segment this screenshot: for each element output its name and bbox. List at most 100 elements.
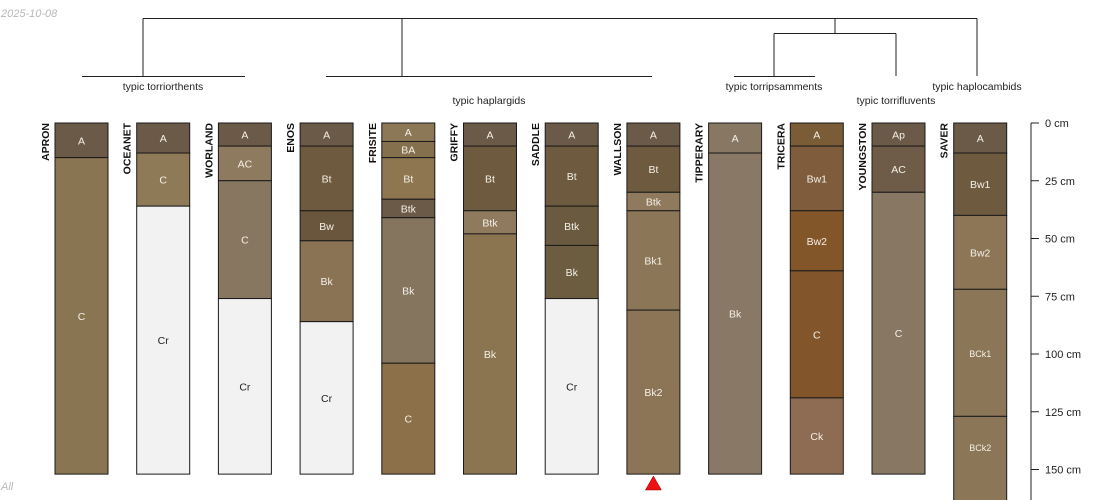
horizon-worland-c	[217, 180, 272, 300]
horizon-frisite-bt	[381, 157, 436, 200]
horizon-label: Bw2	[970, 247, 991, 259]
profile-griffy: A Bt Btk Bk GRIFFY	[449, 122, 517, 475]
horizon-label: Bk	[484, 349, 497, 361]
horizon-label: C	[405, 414, 413, 426]
horizon-saddle-bt	[544, 145, 599, 207]
horizon-oceanet-a	[136, 122, 191, 154]
horizon-label: A	[405, 127, 412, 139]
profile-youngston: Ap AC C YOUNGSTON	[857, 122, 926, 475]
horizon-label: Bt	[648, 164, 658, 176]
horizon-label: Bk	[729, 309, 742, 321]
horizon-label: Bt	[322, 173, 332, 185]
horizon-label: C	[895, 328, 903, 340]
horizon-saver-bck1	[953, 288, 1008, 417]
horizon-label: Ap	[892, 130, 905, 142]
marker-layer	[644, 475, 662, 491]
profile-name: ENOS	[285, 123, 297, 153]
horizon-label: C	[241, 235, 249, 247]
horizon-label: Cr	[321, 393, 333, 405]
horizon-apron-a	[54, 122, 109, 159]
date-stamp: 2025-10-08	[1, 8, 58, 20]
horizon-saver-bck2	[953, 415, 1008, 500]
depth-tick-label: 100 cm	[1045, 349, 1081, 361]
horizon-oceanet-c	[136, 152, 191, 207]
profile-name: GRIFFY	[449, 123, 461, 162]
group-labels: typic torriorthents typic haplargids typ…	[123, 81, 1022, 107]
profile-name: WORLAND	[203, 123, 215, 178]
horizon-label: Btk	[482, 217, 498, 229]
profile-oceanet: A C Cr OCEANET	[122, 122, 191, 475]
horizon-label: C	[78, 311, 86, 323]
horizon-wallson-bk2	[626, 309, 681, 475]
depth-tick-label: 150 cm	[1045, 465, 1081, 477]
horizon-saver-a	[953, 122, 1008, 154]
horizon-label: A	[650, 130, 657, 142]
horizon-saddle-btk	[544, 205, 599, 246]
profile-tipperary: A Bk TIPPERARY	[694, 122, 763, 475]
horizon-label: BA	[401, 145, 415, 157]
selected-profile-marker	[644, 475, 662, 491]
horizon-label: BCk1	[969, 349, 991, 359]
profile-wallson: A Bt Btk Bk1 Bk2 WALLSON	[612, 122, 681, 475]
horizon-label: A	[241, 130, 248, 142]
horizon-label: AC	[891, 164, 906, 176]
profile-name: YOUNGSTON	[857, 123, 869, 190]
horizon-label: Cr	[158, 335, 170, 347]
depth-tick-label: 0 cm	[1045, 118, 1069, 130]
horizon-label: AC	[238, 158, 253, 170]
horizon-label: C	[159, 175, 167, 187]
horizon-wallson-bt	[626, 145, 681, 193]
horizon-label: Btk	[564, 221, 580, 233]
horizon-label: Bk	[402, 285, 415, 297]
horizon-tipperary-bk	[708, 152, 763, 475]
horizon-tricera-ck	[789, 397, 844, 475]
horizon-label: Btk	[646, 197, 662, 209]
horizon-wallson-bk1	[626, 210, 681, 311]
group-label-torrifluvents: typic torrifluvents	[857, 95, 936, 107]
horizon-worland-cr	[217, 298, 272, 475]
profile-saddle: A Bt Btk Bk Cr SADDLE	[530, 122, 599, 475]
profile-name: SAVER	[939, 123, 951, 159]
horizon-label: Bt	[403, 173, 413, 185]
horizon-label: Cr	[239, 381, 251, 393]
horizon-label: A	[977, 133, 984, 145]
horizon-saver-bw2	[953, 214, 1008, 290]
horizon-label: A	[323, 130, 330, 142]
group-label-torripsamments: typic torripsamments	[726, 81, 823, 93]
horizon-griffy-bt	[463, 145, 517, 212]
horizon-saddle-bk	[544, 244, 599, 300]
horizon-enos-cr	[299, 321, 354, 475]
profile-frisite: A BA Bt Btk Bk C FRISITE	[367, 122, 436, 475]
horizon-frisite-c	[381, 362, 436, 475]
horizon-label: A	[813, 130, 820, 142]
horizon-youngston-c	[871, 191, 926, 475]
dendrogram	[82, 18, 978, 77]
profile-name: SADDLE	[530, 123, 542, 166]
horizon-label: Bt	[567, 171, 577, 183]
corner-label: All	[1, 481, 14, 493]
profile-name: TRICERA	[775, 123, 787, 170]
horizon-enos-bw	[299, 210, 354, 242]
horizon-label: Btk	[401, 203, 417, 215]
horizon-label: A	[568, 130, 575, 142]
profile-enos: A Bt Bw Bk Cr ENOS	[285, 122, 354, 475]
group-label-haplargids: typic haplargids	[453, 95, 526, 107]
horizon-label: A	[732, 133, 739, 145]
horizon-label: Cr	[566, 381, 578, 393]
horizon-worland-ac	[217, 145, 272, 182]
depth-tick-label: 75 cm	[1045, 291, 1075, 303]
horizon-label: Bw1	[970, 179, 991, 191]
depth-tick-label: 50 cm	[1045, 234, 1075, 246]
profile-name: WALLSON	[612, 123, 624, 176]
profile-tricera: A Bw1 Bw2 C Ck TRICERA	[775, 122, 844, 475]
horizon-label: Bk	[320, 276, 333, 288]
horizon-label: Bk	[566, 267, 579, 279]
depth-tick-label: 25 cm	[1045, 176, 1075, 188]
profile-name: FRISITE	[367, 123, 379, 163]
profile-name: APRON	[40, 123, 52, 161]
horizon-label: C	[813, 329, 821, 341]
horizon-enos-bk	[299, 240, 354, 323]
horizon-enos-bt	[299, 145, 354, 212]
horizon-label: Bk1	[644, 255, 662, 267]
depth-tick-label: 125 cm	[1045, 407, 1081, 419]
